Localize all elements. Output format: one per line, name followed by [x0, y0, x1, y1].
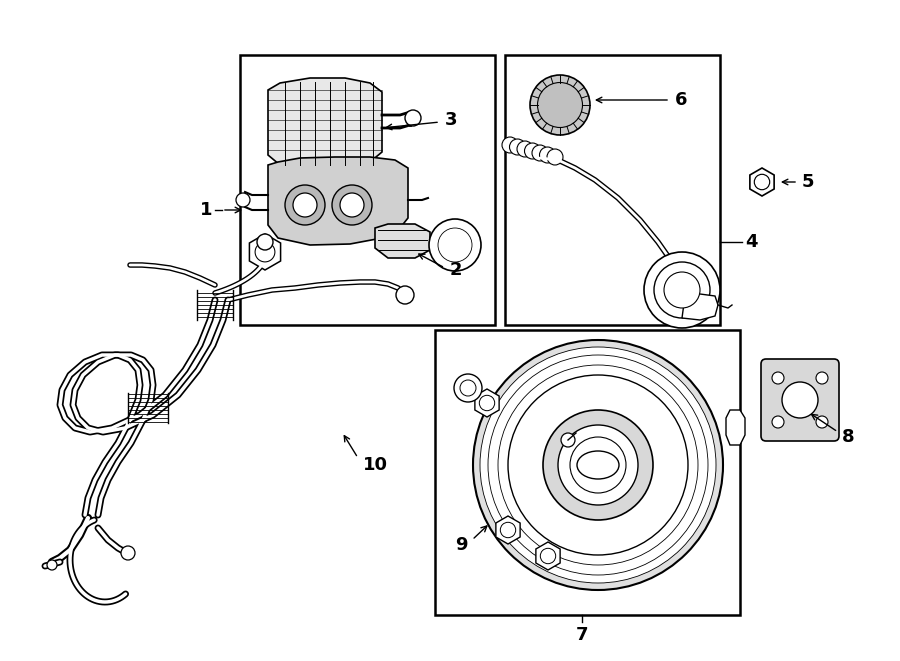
Text: 10: 10 — [363, 456, 388, 474]
Polygon shape — [268, 78, 382, 170]
Circle shape — [236, 193, 250, 207]
Polygon shape — [249, 234, 281, 270]
Circle shape — [654, 262, 710, 318]
Circle shape — [498, 365, 698, 565]
Circle shape — [532, 145, 548, 161]
Polygon shape — [475, 389, 500, 417]
Bar — [505, 55, 720, 325]
Bar — [240, 55, 495, 325]
Text: 4: 4 — [745, 233, 758, 251]
Circle shape — [429, 219, 481, 271]
Circle shape — [558, 425, 638, 505]
Circle shape — [547, 149, 563, 165]
Bar — [435, 330, 740, 615]
Circle shape — [285, 185, 325, 225]
Text: 5: 5 — [802, 173, 814, 191]
Circle shape — [561, 433, 575, 447]
Circle shape — [816, 416, 828, 428]
Circle shape — [517, 141, 533, 157]
Polygon shape — [375, 224, 430, 258]
Circle shape — [772, 372, 784, 384]
Circle shape — [664, 272, 700, 308]
Circle shape — [396, 286, 414, 304]
Polygon shape — [726, 410, 745, 445]
Circle shape — [525, 143, 541, 159]
Polygon shape — [750, 168, 774, 196]
Circle shape — [257, 234, 273, 250]
Circle shape — [473, 340, 723, 590]
Circle shape — [454, 374, 482, 402]
Circle shape — [121, 546, 135, 560]
Text: 9: 9 — [455, 536, 468, 554]
Circle shape — [502, 137, 518, 153]
Circle shape — [530, 75, 590, 135]
Circle shape — [480, 347, 716, 583]
Circle shape — [754, 175, 770, 190]
Polygon shape — [536, 542, 560, 570]
Circle shape — [570, 437, 626, 493]
Circle shape — [500, 522, 516, 537]
Text: 6: 6 — [675, 91, 688, 109]
Circle shape — [537, 83, 582, 128]
Polygon shape — [682, 294, 718, 320]
Circle shape — [480, 395, 495, 410]
Circle shape — [540, 549, 555, 564]
Polygon shape — [268, 157, 408, 245]
Text: 8: 8 — [842, 428, 855, 446]
Text: 3: 3 — [445, 111, 457, 129]
Circle shape — [332, 185, 372, 225]
Circle shape — [405, 110, 421, 126]
Circle shape — [293, 193, 317, 217]
Text: 7: 7 — [576, 626, 589, 644]
Circle shape — [340, 193, 364, 217]
Ellipse shape — [577, 451, 619, 479]
Circle shape — [509, 139, 526, 155]
FancyBboxPatch shape — [761, 359, 839, 441]
Circle shape — [539, 147, 555, 163]
Circle shape — [438, 228, 472, 262]
Polygon shape — [496, 516, 520, 544]
Circle shape — [816, 372, 828, 384]
Circle shape — [47, 560, 57, 570]
Text: 1: 1 — [200, 201, 212, 219]
Circle shape — [782, 382, 818, 418]
Circle shape — [644, 252, 720, 328]
Circle shape — [772, 416, 784, 428]
Circle shape — [543, 410, 653, 520]
Circle shape — [255, 242, 274, 262]
Text: 2: 2 — [450, 261, 463, 279]
Circle shape — [460, 380, 476, 396]
Circle shape — [508, 375, 688, 555]
Circle shape — [488, 355, 708, 575]
